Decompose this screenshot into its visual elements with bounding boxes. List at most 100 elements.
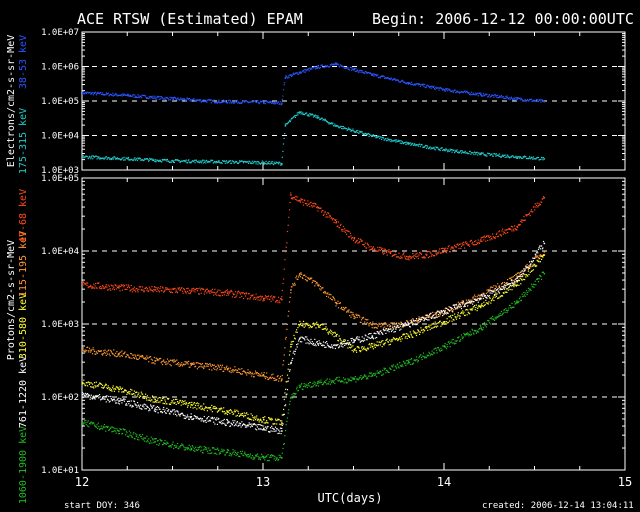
data-point (135, 355, 137, 357)
data-point (264, 376, 266, 378)
data-point (387, 341, 389, 343)
data-point (162, 159, 164, 161)
data-point (354, 70, 356, 72)
data-point (208, 99, 210, 101)
data-point (181, 290, 184, 292)
data-point (279, 375, 282, 378)
data-point (193, 98, 195, 100)
data-point (166, 358, 169, 360)
data-point (198, 99, 201, 101)
data-point (232, 160, 234, 162)
data-point (445, 247, 447, 249)
data-point (283, 137, 285, 139)
data-point (189, 100, 191, 102)
data-point (488, 235, 490, 237)
data-point (219, 368, 221, 370)
data-point (315, 116, 317, 119)
data-point (423, 316, 425, 319)
data-point (369, 133, 371, 135)
data-point (344, 340, 346, 342)
data-point (158, 160, 160, 162)
data-point (167, 410, 169, 412)
data-point (428, 86, 430, 88)
data-point (318, 325, 320, 327)
data-point (451, 151, 453, 153)
data-point (430, 252, 432, 254)
data-point (287, 75, 290, 77)
data-point (459, 302, 461, 304)
data-point (115, 388, 117, 390)
data-point (204, 366, 206, 368)
data-point (306, 112, 308, 114)
data-point (141, 405, 144, 407)
data-point (172, 160, 174, 162)
data-point (519, 277, 521, 279)
data-point (336, 344, 338, 346)
data-point (347, 128, 349, 130)
data-point (224, 162, 226, 164)
data-point (239, 422, 242, 425)
data-point (247, 101, 249, 103)
data-point (258, 102, 260, 104)
data-point (365, 323, 367, 325)
data-point (156, 290, 158, 293)
data-point (524, 100, 526, 102)
data-point (403, 333, 405, 336)
data-point (301, 113, 303, 115)
data-point (394, 331, 396, 333)
data-point (106, 351, 108, 353)
data-point (98, 156, 100, 158)
data-point (535, 206, 537, 208)
data-point (287, 368, 289, 370)
data-point (126, 391, 129, 393)
data-point (136, 358, 138, 360)
data-point (471, 299, 473, 301)
data-point (130, 400, 132, 402)
data-point (472, 308, 474, 310)
data-point (120, 398, 122, 400)
data-point (543, 197, 546, 199)
data-point (107, 157, 109, 159)
data-point (518, 275, 521, 278)
data-point (495, 286, 497, 288)
data-point (249, 423, 251, 425)
data-point (495, 236, 497, 238)
data-point (348, 342, 350, 344)
data-point (278, 419, 280, 421)
data-point (449, 89, 451, 91)
data-point (353, 318, 355, 320)
data-point (129, 95, 131, 97)
data-point (483, 295, 486, 298)
data-point (407, 322, 409, 324)
data-point (238, 161, 240, 163)
data-point (141, 94, 143, 96)
data-point (260, 428, 262, 430)
data-point (218, 366, 220, 368)
data-point (299, 201, 301, 203)
data-point (342, 309, 344, 311)
data-point (193, 417, 195, 420)
data-point (307, 115, 309, 117)
data-point (302, 201, 304, 203)
data-point (125, 284, 127, 286)
data-point (255, 417, 257, 419)
data-point (186, 361, 189, 363)
data-point (542, 157, 545, 159)
data-point (344, 231, 346, 233)
data-point (311, 326, 313, 328)
data-point (504, 229, 506, 231)
data-point (286, 75, 288, 77)
data-point (435, 252, 437, 254)
data-point (180, 363, 182, 366)
data-point (468, 152, 470, 154)
data-point (234, 409, 236, 411)
data-point (251, 160, 253, 162)
data-point (123, 353, 125, 355)
data-point (349, 315, 351, 317)
data-point (112, 400, 114, 402)
data-point (164, 97, 166, 99)
data-point (236, 371, 238, 373)
data-point (266, 420, 268, 422)
data-point (141, 97, 143, 99)
data-point (414, 143, 416, 145)
